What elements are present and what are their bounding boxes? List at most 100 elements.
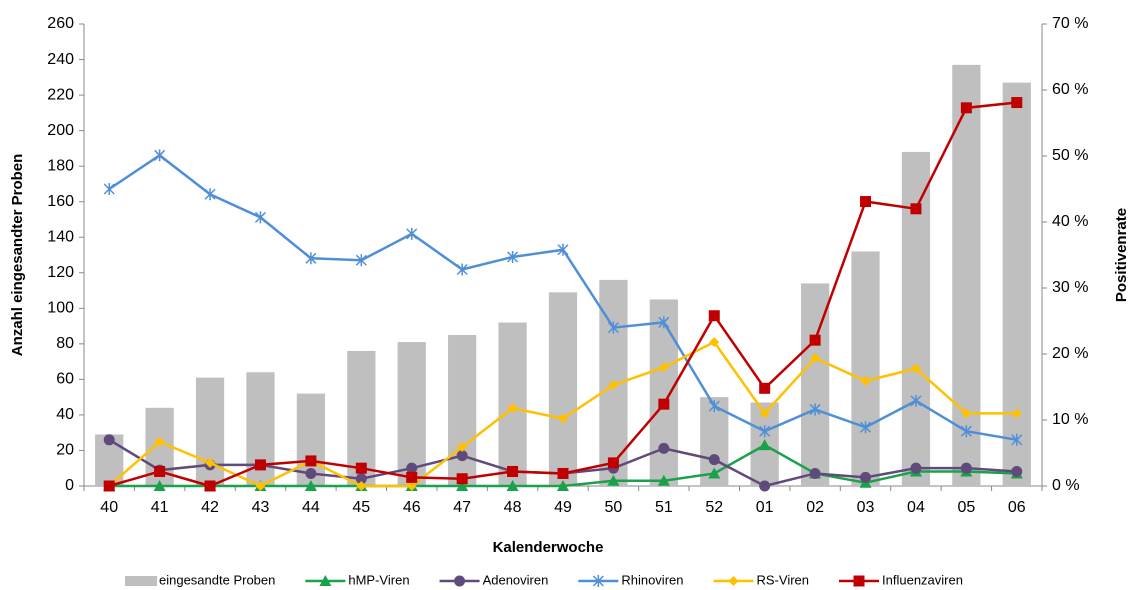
marker	[608, 380, 619, 391]
legend-swatch	[125, 576, 157, 586]
marker	[406, 481, 417, 491]
marker	[860, 471, 872, 483]
bar	[649, 299, 678, 486]
marker	[728, 576, 739, 586]
marker	[557, 480, 569, 491]
marker	[154, 149, 166, 162]
marker	[759, 425, 771, 438]
y2-tick-label: 70 %	[1052, 15, 1088, 32]
y-tick-label: 40	[56, 406, 74, 423]
marker	[657, 474, 670, 486]
marker	[910, 363, 921, 374]
marker	[103, 183, 115, 195]
marker	[558, 413, 568, 424]
marker	[910, 462, 922, 474]
marker	[809, 467, 821, 479]
x-tick-label: 41	[151, 499, 169, 516]
marker	[456, 480, 469, 491]
marker	[557, 243, 569, 256]
x-tick-label: 42	[201, 499, 219, 516]
marker	[355, 462, 367, 474]
marker	[1011, 465, 1023, 477]
marker	[406, 471, 418, 483]
marker	[557, 467, 569, 479]
bar	[397, 342, 426, 486]
y-tick-label: 80	[56, 335, 74, 352]
marker	[154, 436, 165, 447]
x-axis-title: Kalenderwoche	[493, 539, 604, 556]
bar	[548, 292, 578, 486]
legend-label: Rhinoviren	[621, 572, 683, 587]
marker	[709, 337, 720, 348]
marker	[506, 480, 519, 491]
marker	[456, 263, 468, 276]
marker	[254, 459, 266, 471]
marker	[960, 425, 972, 438]
marker	[319, 575, 332, 586]
legend-label: eingesandte Proben	[159, 572, 275, 587]
y-tick-label: 100	[47, 300, 74, 317]
marker	[305, 467, 317, 479]
marker	[304, 480, 317, 491]
y2-tick-label: 10 %	[1052, 411, 1088, 428]
legend-label: Adenoviren	[483, 572, 549, 587]
marker	[507, 250, 519, 263]
y-tick-label: 0	[65, 477, 74, 494]
marker	[658, 398, 670, 410]
marker	[860, 196, 872, 208]
x-tick-label: 52	[705, 499, 723, 516]
marker	[204, 188, 216, 201]
x-tick-label: 01	[756, 499, 774, 516]
marker	[961, 408, 972, 419]
marker	[355, 473, 367, 485]
legend: eingesandte Proben hMP-Viren Adenoviren Rhi…	[125, 572, 963, 587]
x-tick-label: 51	[655, 499, 673, 516]
y-tick-label: 60	[56, 371, 74, 388]
marker	[1011, 408, 1022, 419]
marker	[607, 474, 620, 486]
marker	[205, 457, 216, 468]
x-tick-label: 46	[403, 499, 421, 516]
y2-tick-label: 60 %	[1052, 81, 1088, 98]
x-tick-label: 02	[806, 499, 824, 516]
bar	[901, 151, 931, 486]
marker	[305, 252, 317, 265]
y-tick-label: 200	[47, 122, 74, 139]
legend-label: Influenzaviren	[882, 572, 963, 587]
marker	[305, 455, 317, 467]
marker	[406, 462, 418, 474]
marker	[355, 254, 367, 267]
marker	[809, 334, 821, 346]
marker	[708, 400, 720, 413]
marker	[457, 442, 468, 453]
marker	[853, 575, 865, 587]
marker	[960, 462, 972, 474]
y2-tick-label: 0 %	[1052, 477, 1080, 494]
marker	[658, 316, 670, 329]
marker	[154, 465, 166, 477]
x-tick-label: 44	[302, 499, 320, 516]
marker	[658, 362, 669, 373]
marker	[658, 442, 670, 454]
x-tick-label: 50	[605, 499, 623, 516]
y2-tick-label: 40 %	[1052, 213, 1088, 230]
marker	[255, 481, 266, 491]
y-tick-label: 240	[47, 51, 74, 68]
y-tick-label: 140	[47, 228, 74, 245]
y-tick-label: 20	[56, 442, 74, 459]
marker	[809, 403, 821, 416]
bar	[448, 334, 477, 486]
y2-tick-label: 20 %	[1052, 345, 1088, 362]
bar	[851, 251, 880, 486]
y2-tick-label: 30 %	[1052, 279, 1088, 296]
marker	[607, 457, 619, 469]
x-tick-label: 43	[252, 499, 270, 516]
y-axis-title: Anzahl eingesandter Proben	[9, 154, 26, 357]
marker	[103, 480, 115, 492]
marker	[759, 480, 771, 492]
x-tick-label: 49	[554, 499, 572, 516]
marker	[708, 454, 720, 466]
marker	[910, 203, 922, 215]
marker	[1011, 433, 1023, 446]
marker	[103, 434, 115, 446]
